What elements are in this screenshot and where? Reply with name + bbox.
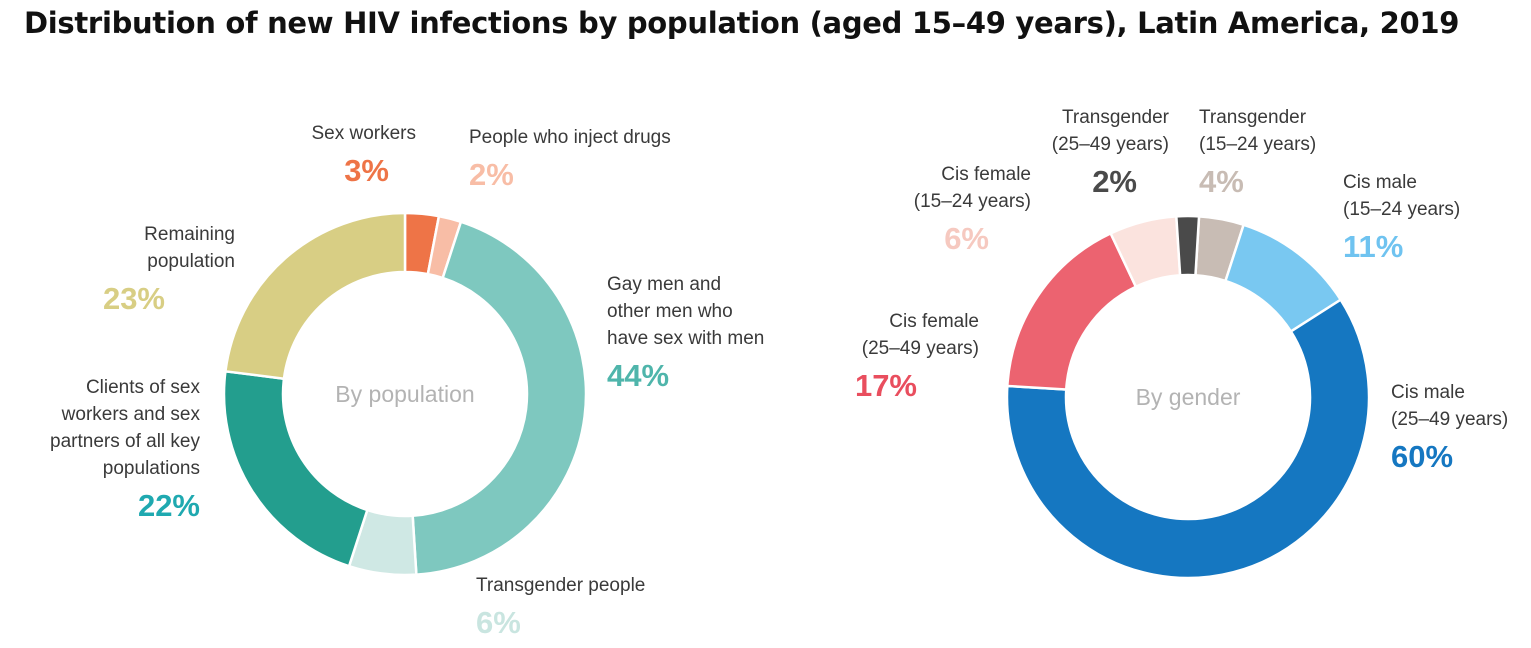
slice-percent: 23% — [103, 281, 165, 316]
slice-label: Transgender — [1199, 107, 1307, 128]
slice-label: Transgender people — [476, 575, 645, 596]
donut-slice — [1005, 298, 1371, 580]
slice-label: (25–49 years) — [862, 338, 979, 359]
slice-label: People who inject drugs — [469, 127, 671, 148]
slice-percent: 6% — [944, 221, 989, 256]
donut-slice — [224, 211, 407, 381]
slice-label: population — [147, 251, 235, 272]
slice-label: (25–49 years) — [1052, 134, 1169, 155]
slice-label: workers and sex — [61, 404, 201, 425]
slice-percent: 11% — [1343, 229, 1403, 264]
donut-slice — [411, 220, 588, 576]
slice-percent: 2% — [1092, 164, 1137, 199]
donut-center-label: By population — [335, 381, 474, 407]
slice-percent: 17% — [855, 368, 917, 403]
slice-label: Cis female — [889, 311, 979, 332]
slice-label: have sex with men — [607, 328, 764, 349]
slice-percent: 6% — [476, 605, 521, 640]
slice-label: Remaining — [144, 224, 235, 245]
gender-donut: Transgender (15–24 years) 4% Cis male (15–24… — [855, 107, 1508, 580]
donut-slice — [1006, 231, 1138, 391]
slice-label: partners of all key — [50, 431, 200, 452]
slice-label: (15–24 years) — [914, 191, 1031, 212]
slice-percent: 4% — [1199, 164, 1244, 199]
slice-percent: 22% — [138, 488, 200, 523]
slice-label: Clients of sex — [86, 377, 201, 398]
slice-label: Cis male — [1343, 172, 1417, 193]
slice-label: populations — [103, 458, 200, 479]
slice-label: Cis male — [1391, 382, 1465, 403]
slice-label: other men who — [607, 301, 733, 322]
slice-label: Sex workers — [311, 123, 416, 144]
slice-percent: 44% — [607, 358, 669, 393]
slice-label: Gay men and — [607, 274, 721, 295]
slice-label: Cis female — [941, 164, 1031, 185]
slice-percent: 2% — [469, 157, 514, 192]
slice-percent: 60% — [1391, 439, 1453, 474]
population-donut: Sex workers 3% People who inject drugs 2% Ga… — [50, 123, 764, 640]
slice-label: (15–24 years) — [1199, 134, 1316, 155]
slice-percent: 3% — [344, 153, 389, 188]
slice-label: (25–49 years) — [1391, 409, 1508, 430]
slice-label: (15–24 years) — [1343, 199, 1460, 220]
donut-center-label: By gender — [1136, 384, 1241, 410]
chart-title: Distribution of new HIV infections by po… — [24, 6, 1460, 40]
slice-label: Transgender — [1062, 107, 1170, 128]
donut-slice — [1174, 214, 1201, 277]
